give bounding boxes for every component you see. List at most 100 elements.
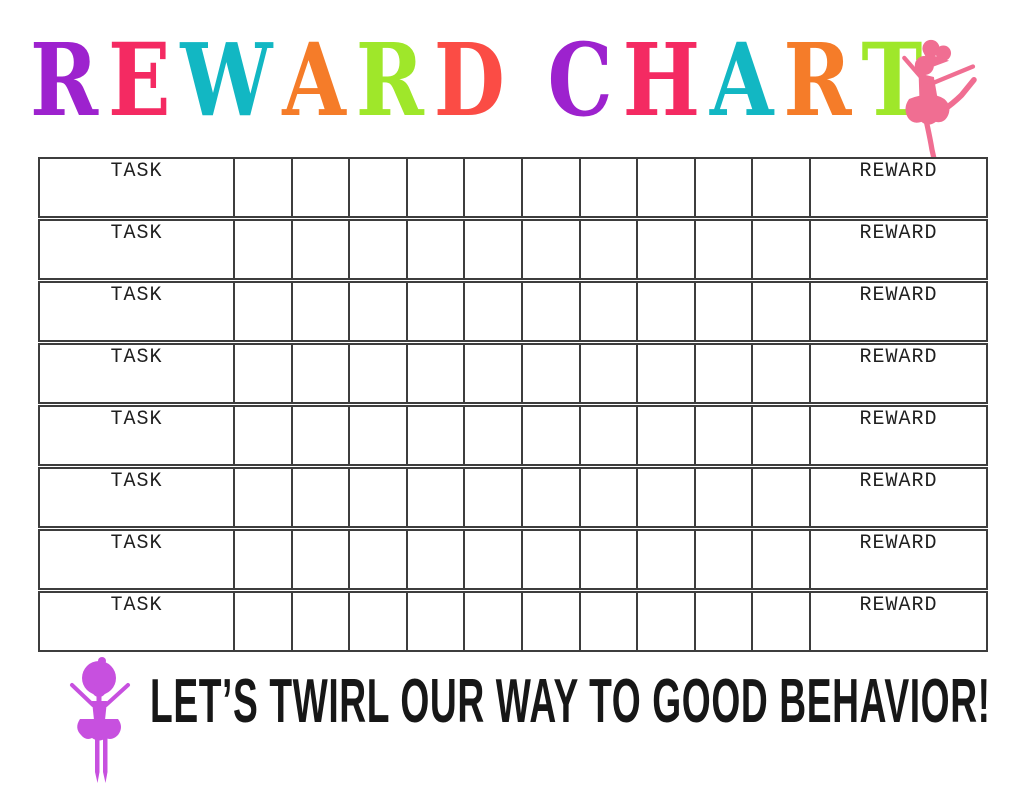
day-cell [405, 531, 464, 588]
day-cell [636, 283, 694, 340]
day-cell [520, 531, 579, 588]
day-cell [751, 531, 809, 588]
day-cell [463, 345, 521, 402]
day-cell [578, 593, 637, 650]
day-cell [290, 593, 349, 650]
title-letter: R [30, 21, 99, 139]
reward-cell: REWARD [808, 407, 986, 464]
table-row: TASK REWARD [38, 219, 988, 280]
day-cell [520, 159, 579, 216]
day-cell [693, 283, 752, 340]
day-cell [405, 593, 464, 650]
day-cell [520, 469, 579, 526]
day-cell [348, 283, 406, 340]
reward-cell: REWARD [808, 469, 986, 526]
day-cell [751, 407, 809, 464]
reward-label: REWARD [859, 408, 938, 431]
day-cell [578, 469, 637, 526]
day-cell [233, 469, 291, 526]
task-cell: TASK [40, 159, 233, 216]
day-cell [636, 593, 694, 650]
day-cell [520, 345, 579, 402]
day-cell [290, 221, 349, 278]
title-letter: R [783, 21, 852, 139]
day-cell [693, 345, 752, 402]
day-cell [693, 221, 752, 278]
day-cell [751, 221, 809, 278]
title-letter: E [107, 21, 171, 139]
table-row: TASK REWARD [38, 157, 988, 218]
day-cell [348, 221, 406, 278]
reward-label: REWARD [859, 346, 938, 369]
day-cell [290, 345, 349, 402]
task-cell: TASK [40, 407, 233, 464]
day-cell [578, 159, 637, 216]
day-cell [233, 345, 291, 402]
title-letter: A [282, 21, 346, 139]
title-letter: C [547, 21, 613, 139]
day-cell [290, 531, 349, 588]
table-row: TASK REWARD [38, 405, 988, 466]
day-cell [636, 531, 694, 588]
day-cell [751, 345, 809, 402]
reward-label: REWARD [859, 594, 938, 617]
day-cell [290, 283, 349, 340]
day-cell [463, 159, 521, 216]
day-cell [290, 469, 349, 526]
day-cell [578, 345, 637, 402]
reward-label: REWARD [859, 284, 938, 307]
day-cell [405, 407, 464, 464]
task-cell: TASK [40, 469, 233, 526]
day-cell [693, 531, 752, 588]
tagline: LET’S TWIRL OUR WAY TO GOOD BEHAVIOR! [150, 667, 991, 736]
day-cell [463, 531, 521, 588]
day-cell [693, 407, 752, 464]
task-label: TASK [110, 284, 163, 307]
day-cell [693, 593, 752, 650]
task-label: TASK [110, 408, 163, 431]
day-cell [751, 469, 809, 526]
reward-label: REWARD [859, 532, 938, 555]
table-row: TASK REWARD [38, 467, 988, 528]
day-cell [578, 531, 637, 588]
day-cell [290, 159, 349, 216]
day-cell [290, 407, 349, 464]
title-letter: R [355, 21, 424, 139]
day-cell [233, 407, 291, 464]
day-cell [693, 469, 752, 526]
day-cell [751, 593, 809, 650]
day-cell [463, 407, 521, 464]
day-cell [693, 159, 752, 216]
title-letter: A [709, 21, 774, 139]
ballerina-arms-up-icon [70, 657, 130, 783]
day-cell [636, 345, 694, 402]
day-cell [348, 593, 406, 650]
day-cell [463, 283, 521, 340]
task-label: TASK [110, 222, 163, 245]
day-cell [636, 407, 694, 464]
day-cell [233, 531, 291, 588]
day-cell [233, 159, 291, 216]
task-cell: TASK [40, 221, 233, 278]
reward-label: REWARD [859, 222, 938, 245]
day-cell [636, 221, 694, 278]
reward-cell: REWARD [808, 283, 986, 340]
day-cell [636, 159, 694, 216]
day-cell [348, 531, 406, 588]
day-cell [463, 221, 521, 278]
day-cell [233, 593, 291, 650]
reward-cell: REWARD [808, 345, 986, 402]
reward-table: TASK REWARD TASK REWARD TASK REWARD TASK REWARD… [38, 157, 988, 652]
title-letter: D [433, 21, 505, 139]
reward-cell: REWARD [808, 221, 986, 278]
table-row: TASK REWARD [38, 281, 988, 342]
day-cell [405, 283, 464, 340]
day-cell [463, 469, 521, 526]
reward-cell: REWARD [808, 531, 986, 588]
day-cell [578, 407, 637, 464]
task-cell: TASK [40, 283, 233, 340]
task-cell: TASK [40, 345, 233, 402]
task-label: TASK [110, 470, 163, 493]
